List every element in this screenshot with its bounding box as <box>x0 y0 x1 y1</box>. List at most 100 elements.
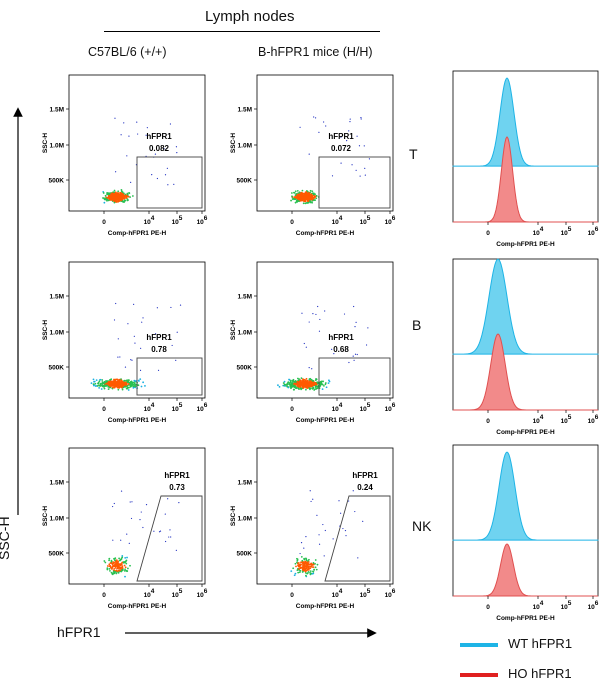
event-dot <box>327 379 330 382</box>
event-dot <box>300 377 303 380</box>
event-dot <box>117 564 120 567</box>
event-dot <box>304 567 307 570</box>
event-dot <box>115 171 117 173</box>
event-dot <box>325 386 328 389</box>
event-dot <box>122 200 124 202</box>
event-dot <box>114 382 117 384</box>
event-dot <box>303 195 305 198</box>
event-dot <box>129 501 131 503</box>
histogram-frame <box>452 444 599 597</box>
hist-x-tick-label: 106 <box>588 414 599 425</box>
event-dot <box>296 557 298 560</box>
x-tick-label: 0 <box>102 219 106 226</box>
event-dot <box>169 529 171 531</box>
event-dot <box>316 381 319 384</box>
event-dot <box>106 192 108 194</box>
event-dot <box>119 386 122 388</box>
x-tick-label: 104 <box>144 215 155 226</box>
event-dot <box>312 313 314 315</box>
event-dot <box>120 490 123 492</box>
event-dot <box>310 380 313 383</box>
x-tick-label: 105 <box>172 402 183 413</box>
event-dot <box>164 174 167 176</box>
event-dot <box>109 379 111 381</box>
event-dot <box>301 566 304 569</box>
event-dot <box>115 563 118 566</box>
legend-wt-swatch <box>460 642 498 647</box>
event-dot <box>106 198 109 201</box>
y-axis-title: SSC-H <box>230 320 237 341</box>
event-dot <box>137 133 139 135</box>
event-dot <box>302 382 305 385</box>
event-dot <box>92 378 95 381</box>
y-tick-label: 500K <box>236 551 252 558</box>
event-dot <box>312 498 314 500</box>
event-dot <box>129 564 131 567</box>
event-dot <box>175 146 178 148</box>
event-dot <box>156 307 158 309</box>
event-dot <box>297 193 299 196</box>
event-dot <box>132 383 135 386</box>
event-dot <box>120 188 123 191</box>
event-dot <box>302 561 305 563</box>
event-dot <box>307 571 310 573</box>
event-dot <box>349 121 351 123</box>
event-dot <box>117 382 120 384</box>
x-tick-label: 106 <box>385 588 396 599</box>
x-axis-title: Comp-hFPR1 PE-H <box>296 603 355 610</box>
event-dot <box>314 195 317 198</box>
x-axis-title: Comp-hFPR1 PE-H <box>296 417 355 424</box>
event-dot <box>303 342 305 345</box>
event-dot <box>354 326 356 328</box>
event-dot <box>309 563 311 566</box>
event-dot <box>322 380 324 383</box>
event-dot <box>293 388 295 391</box>
event-dot <box>120 192 122 194</box>
event-dot <box>111 573 114 576</box>
event-dot <box>299 383 302 385</box>
y-axis-title: SSC-H <box>42 506 49 527</box>
event-dot <box>125 559 128 562</box>
event-dot <box>99 384 102 386</box>
event-dot <box>296 377 299 380</box>
event-dot <box>134 342 136 344</box>
event-dot <box>332 538 334 540</box>
event-dot <box>315 568 318 571</box>
event-dot <box>305 346 307 348</box>
event-dot <box>125 382 128 385</box>
event-dot <box>123 564 126 567</box>
event-dot <box>291 195 293 198</box>
row-label-t: T <box>409 146 418 162</box>
gate-box <box>136 156 203 209</box>
event-dot <box>311 190 314 193</box>
hist-x-axis-title: Comp-hFPR1 PE-H <box>496 615 555 622</box>
event-dot <box>305 566 308 569</box>
legend-wt: WT hFPR1 <box>460 636 572 651</box>
event-dot <box>331 175 334 177</box>
event-dot <box>123 569 126 572</box>
event-dot <box>306 572 309 575</box>
event-dot <box>126 192 129 195</box>
event-dot <box>293 574 296 577</box>
hist-x-tick-label: 104 <box>533 414 544 425</box>
event-dot <box>307 561 310 563</box>
event-dot <box>359 175 361 177</box>
event-dot <box>354 353 357 355</box>
event-dot <box>115 559 118 562</box>
y-tick-label: 1.5M <box>50 480 64 487</box>
event-dot <box>120 570 123 573</box>
event-dot <box>290 570 293 573</box>
event-dot <box>342 527 344 530</box>
event-dot <box>167 184 169 186</box>
event-dot <box>134 385 137 388</box>
y-tick-label: 1.5M <box>238 107 252 114</box>
event-dot <box>283 383 286 386</box>
event-dot <box>120 379 123 382</box>
event-dot <box>113 567 116 570</box>
event-dot <box>173 183 175 185</box>
event-dot <box>306 564 309 567</box>
event-dot <box>318 534 320 536</box>
event-dot <box>93 384 95 387</box>
event-dot <box>127 383 130 385</box>
event-dot <box>316 563 319 566</box>
